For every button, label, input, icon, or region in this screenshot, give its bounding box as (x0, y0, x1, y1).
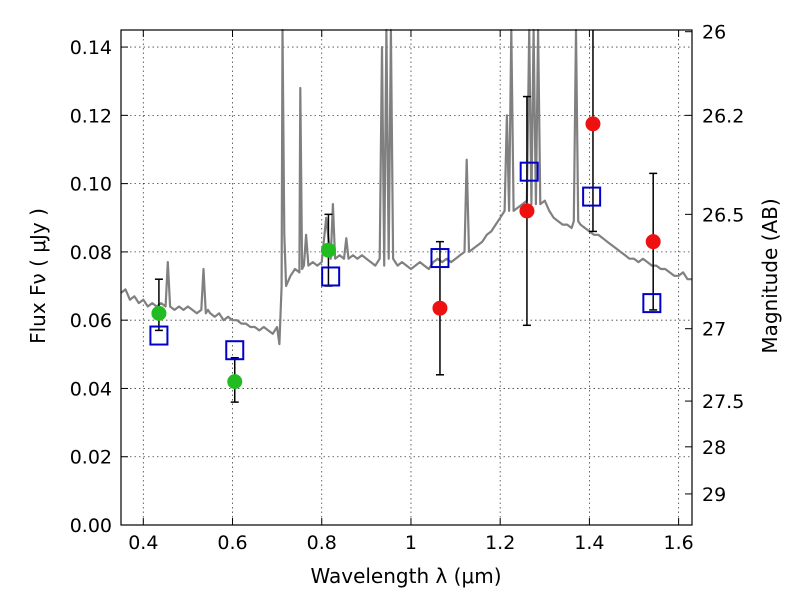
observed-point (432, 300, 448, 316)
model-square (642, 293, 662, 314)
y-tick-label: 0.08 (70, 242, 112, 264)
y2-tick-label: 26.2 (702, 105, 744, 127)
y-tick-label: 0.14 (70, 37, 112, 59)
x-tick-label: 1 (405, 532, 417, 554)
y-tick-label: 0.00 (70, 515, 112, 537)
observed-point-layer (151, 116, 661, 390)
y-tick-label: 0.06 (70, 310, 112, 332)
y2-tick-label: 28 (702, 437, 726, 459)
y2-tick-label: 26.5 (702, 204, 744, 226)
x-tick-label: 0.6 (217, 532, 247, 554)
y2-axis-label: Magnitude (AB) (758, 198, 782, 353)
y2-tick-label: 26 (702, 22, 726, 44)
x-tick-label: 1.4 (574, 532, 604, 554)
grid (121, 30, 692, 525)
observed-point (151, 305, 167, 321)
y-tick-label: 0.10 (70, 174, 112, 196)
model-square (582, 186, 602, 207)
model-square (430, 248, 450, 269)
tick-label-layer: 0.4 0.6 0.8 1 1.2 1.4 1.6 0.00 0.02 0.04 0.06 0.08 0… (70, 22, 745, 554)
y-axis-label: Flux Fν ( μJy ) (26, 208, 50, 344)
observed-point (320, 242, 336, 258)
observed-point (585, 116, 601, 132)
y2-tick-label: 27 (702, 319, 726, 341)
x-tick-label: 1.2 (485, 532, 515, 554)
y2-tick-label: 29 (702, 484, 726, 506)
observed-point (645, 234, 661, 250)
model-square-layer (149, 161, 662, 361)
model-square (321, 266, 341, 287)
y2-tick-label: 27.5 (702, 391, 744, 413)
model-square (149, 325, 169, 346)
tick-layer (121, 30, 692, 526)
spectrum-line (120, 28, 692, 346)
model-square (225, 340, 245, 361)
y-tick-label: 0.12 (70, 105, 112, 127)
observed-point (227, 374, 243, 390)
spectrum-layer (120, 28, 692, 346)
observed-point (519, 203, 535, 219)
y-tick-label: 0.04 (70, 378, 112, 400)
plot-frame (120, 29, 693, 526)
x-tick-label: 0.8 (307, 532, 337, 554)
x-tick-label: 1.6 (664, 532, 694, 554)
x-axis-label: Wavelength λ (μm) (310, 564, 501, 588)
model-square (519, 161, 539, 182)
x-tick-label: 0.4 (128, 532, 158, 554)
y-tick-label: 0.02 (70, 447, 112, 469)
